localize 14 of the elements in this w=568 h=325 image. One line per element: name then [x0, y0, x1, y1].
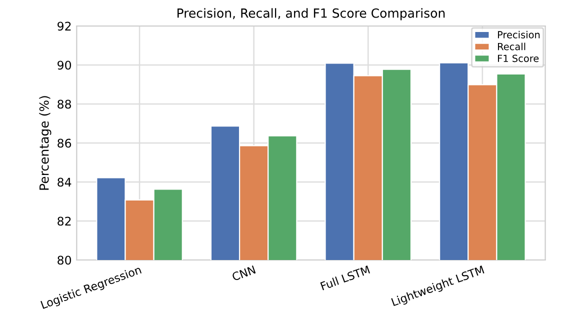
y-tick-label: 86: [58, 138, 72, 148]
y-tick-label: 90: [58, 60, 72, 70]
legend-label: Recall: [498, 42, 526, 50]
y-axis-title: Percentage (%): [39, 96, 52, 190]
legend-label: Precision: [498, 30, 540, 38]
y-tick-label: 84: [58, 178, 72, 187]
x-tick-label: Full LSTM: [320, 265, 370, 290]
legend-label: F1 Score: [498, 54, 539, 62]
x-tick-label: CNN: [232, 265, 256, 282]
y-tick-label: 82: [58, 216, 71, 226]
y-tick-label: 80: [58, 256, 72, 265]
chart-title: Precision, Recall, and F1 Score Comparison: [178, 8, 445, 20]
y-tick-label: 92: [58, 22, 71, 31]
y-tick-label: 88: [58, 100, 72, 109]
